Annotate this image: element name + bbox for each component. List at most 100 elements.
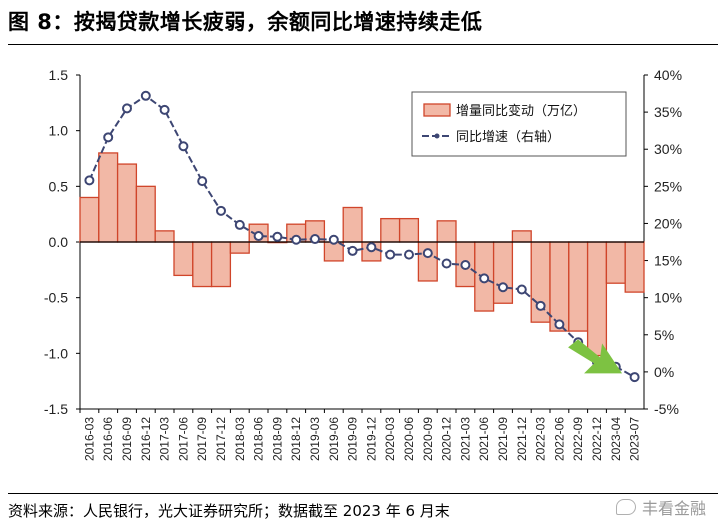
x-tick-label: 2016-09 <box>120 417 134 461</box>
right-tick-label: -5% <box>654 401 679 417</box>
chart-title: 图 8：按揭贷款增长疲弱，余额同比增速持续走低 <box>8 10 483 34</box>
x-tick-label: 2021-03 <box>458 417 472 461</box>
source-rule <box>8 493 718 494</box>
line-point <box>404 249 414 260</box>
line-point <box>140 90 151 101</box>
legend-bar-swatch <box>423 103 451 117</box>
line-point <box>385 249 396 260</box>
left-tick-label: 1.0 <box>49 123 69 139</box>
bar <box>173 241 194 277</box>
bar <box>605 241 626 284</box>
right-tick-label: 10% <box>654 290 682 306</box>
bar <box>116 163 138 243</box>
left-tick-label: -1.5 <box>44 401 68 417</box>
line-point <box>272 231 283 242</box>
bar <box>624 241 645 293</box>
bar <box>342 206 363 243</box>
x-tick-label: 2016-06 <box>101 417 115 461</box>
left-tick-label: 1.5 <box>49 67 69 83</box>
x-tick-label: 2017-09 <box>195 417 209 461</box>
line-point <box>178 141 189 152</box>
line-point <box>216 205 226 216</box>
left-tick-label: -1.0 <box>44 345 68 361</box>
x-tick-label: 2021-12 <box>515 417 529 461</box>
x-tick-label: 2017-12 <box>214 417 228 461</box>
right-tick-label: 40% <box>654 67 682 83</box>
legend-label-line: 同比增速（右轴） <box>456 130 560 145</box>
line-point <box>122 103 132 114</box>
x-tick-label: 2017-03 <box>158 417 172 461</box>
x-tick-label: 2023-04 <box>609 417 623 461</box>
line-point <box>479 273 490 284</box>
bar <box>135 185 156 243</box>
x-tick-label: 2020-09 <box>421 417 435 461</box>
x-tick-label: 2023-07 <box>628 417 642 461</box>
bar <box>229 241 250 254</box>
bar <box>98 152 119 243</box>
line-point <box>234 219 245 230</box>
bar <box>323 241 344 262</box>
x-tick-label: 2018-12 <box>289 417 303 461</box>
line-point <box>328 234 339 245</box>
x-tick-label: 2022-09 <box>571 417 585 461</box>
x-tick-label: 2020-06 <box>402 417 416 461</box>
x-tick-label: 2022-06 <box>552 417 566 461</box>
right-tick-label: 25% <box>654 178 682 194</box>
bar <box>154 230 175 243</box>
x-tick-label: 2018-03 <box>233 417 247 461</box>
left-tick-label: -0.5 <box>44 290 68 306</box>
title-rule <box>8 44 718 45</box>
line-point <box>441 258 452 269</box>
bar <box>511 230 532 243</box>
bar <box>210 241 232 288</box>
chat-bubble-icon <box>615 499 636 515</box>
right-tick-label: 15% <box>654 253 682 269</box>
line-point <box>460 260 471 271</box>
legend-box <box>411 91 627 157</box>
line-point <box>310 234 320 245</box>
line-point <box>366 242 377 253</box>
watermark-text: 丰看金融 <box>641 499 706 518</box>
right-tick-label: 5% <box>654 327 674 343</box>
source-note: 资料来源：人民银行，光大证券研究所；数据截至 2023 年 6 月末 <box>8 502 450 520</box>
bar <box>586 241 608 357</box>
x-tick-label: 2016-12 <box>139 417 153 461</box>
line-point <box>554 319 565 330</box>
bar <box>192 241 213 288</box>
x-tick-label: 2018-06 <box>252 417 266 461</box>
bar <box>380 217 401 243</box>
bar <box>79 196 100 243</box>
bar <box>492 241 514 304</box>
line-point <box>347 245 358 256</box>
line-point <box>103 132 114 143</box>
x-tick-label: 2019-12 <box>364 417 378 461</box>
line-point <box>422 248 433 259</box>
line-point <box>498 282 508 293</box>
x-tick-label: 2021-09 <box>496 417 510 461</box>
line-point <box>197 176 208 187</box>
x-tick-label: 2021-06 <box>477 417 491 461</box>
x-tick-label: 2016-03 <box>82 417 96 461</box>
right-tick-label: 20% <box>654 215 682 231</box>
x-tick-label: 2020-03 <box>383 417 397 461</box>
right-tick-label: 35% <box>654 104 682 120</box>
line-point <box>535 300 546 311</box>
line-point <box>253 231 264 242</box>
watermark: 丰看金融 <box>615 495 706 519</box>
x-tick-label: 2017-06 <box>176 417 190 461</box>
x-tick-label: 2018-09 <box>270 417 284 461</box>
left-tick-label: 0.5 <box>49 178 69 194</box>
left-tick-label: 0.0 <box>49 234 69 250</box>
x-tick-label: 2019-06 <box>327 417 341 461</box>
bar <box>398 217 420 243</box>
line-point <box>516 284 527 295</box>
line-point <box>159 104 170 115</box>
x-tick-label: 2022-03 <box>534 417 548 461</box>
x-tick-label: 2022-12 <box>590 417 604 461</box>
right-tick-label: 30% <box>654 141 682 157</box>
bar <box>436 220 457 243</box>
x-tick-label: 2019-03 <box>308 417 322 461</box>
legend-label-bar: 增量同比变动（万亿） <box>456 103 586 119</box>
x-tick-label: 2019-09 <box>346 417 360 461</box>
